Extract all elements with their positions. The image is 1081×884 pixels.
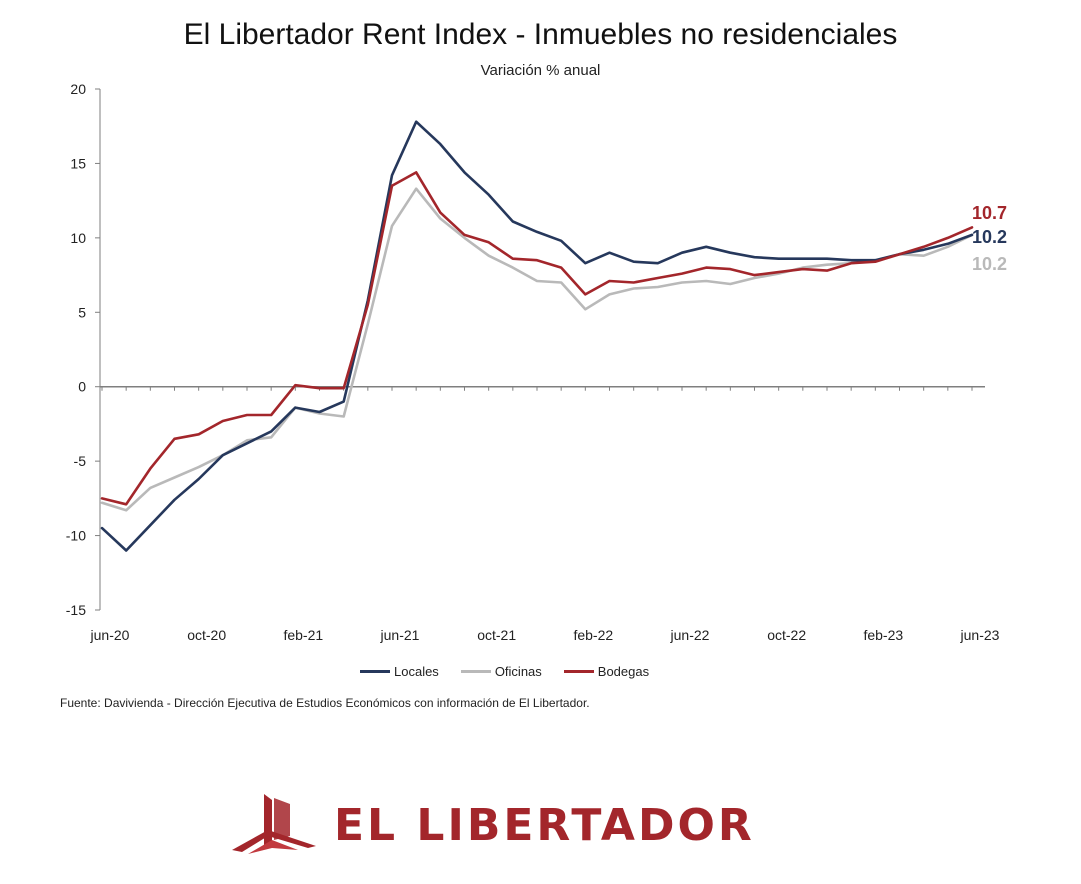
chart-end-labels: 10.7 10.2 10.2 (972, 203, 1007, 274)
end-label-locales: 10.2 (972, 227, 1007, 247)
x-tick-label: feb-22 (573, 627, 613, 643)
y-tick-label: -5 (74, 453, 87, 469)
x-tick-label: oct-20 (187, 627, 226, 643)
chart-axes: -15 -10 -5 0 5 10 15 20 jun-20 oct-20 feb-21 jun-21… (66, 81, 1000, 643)
end-label-oficinas: 10.2 (972, 254, 1007, 274)
chart-legend: Locales Oficinas Bodegas (360, 664, 649, 679)
legend-label-bodegas: Bodegas (597, 664, 650, 679)
y-tick-label: 15 (70, 155, 86, 171)
logo-text: EL LIBERTADOR (334, 799, 755, 851)
end-label-bodegas: 10.7 (972, 203, 1007, 223)
legend-item-locales: Locales (360, 664, 439, 679)
x-tick-label: feb-21 (283, 627, 323, 643)
x-tick-label: feb-23 (863, 627, 903, 643)
legend-item-oficinas: Oficinas (460, 664, 542, 679)
x-tick-label: jun-23 (960, 627, 1000, 643)
y-tick-label: 0 (78, 379, 86, 395)
x-tick-label: oct-22 (767, 627, 806, 643)
chart-title: El Libertador Rent Index - Inmuebles no … (183, 18, 898, 51)
line-chart: -15 -10 -5 0 5 10 15 20 jun-20 oct-20 feb-21 jun-21… (66, 81, 1007, 643)
el-libertador-logo: EL LIBERTADOR (228, 790, 755, 860)
legend-swatch-bodegas (563, 670, 594, 673)
y-tick-label: 10 (70, 230, 86, 246)
building-house-logo-icon (232, 794, 316, 854)
y-tick-label: 5 (78, 304, 86, 320)
y-tick-label: 20 (70, 81, 86, 97)
legend-swatch-oficinas (460, 670, 491, 673)
legend-label-oficinas: Oficinas (494, 664, 542, 679)
y-tick-label: -15 (66, 602, 86, 618)
chart-subtitle: Variación % anual (480, 62, 601, 79)
series-line-bodegas (100, 171, 974, 506)
series-line-oficinas (100, 187, 974, 512)
x-tick-label: jun-20 (90, 627, 130, 643)
chart-series (100, 120, 974, 552)
y-tick-label: -10 (66, 528, 86, 544)
x-tick-label: jun-22 (670, 627, 710, 643)
source-note: Fuente: Davivienda - Dirección Ejecutiva… (60, 696, 590, 710)
legend-swatch-locales (360, 670, 390, 673)
x-tick-label: oct-21 (477, 627, 516, 643)
legend-label-locales: Locales (394, 664, 439, 679)
x-tick-label: jun-21 (380, 627, 420, 643)
series-line-locales (100, 120, 974, 552)
legend-item-bodegas: Bodegas (563, 664, 650, 679)
